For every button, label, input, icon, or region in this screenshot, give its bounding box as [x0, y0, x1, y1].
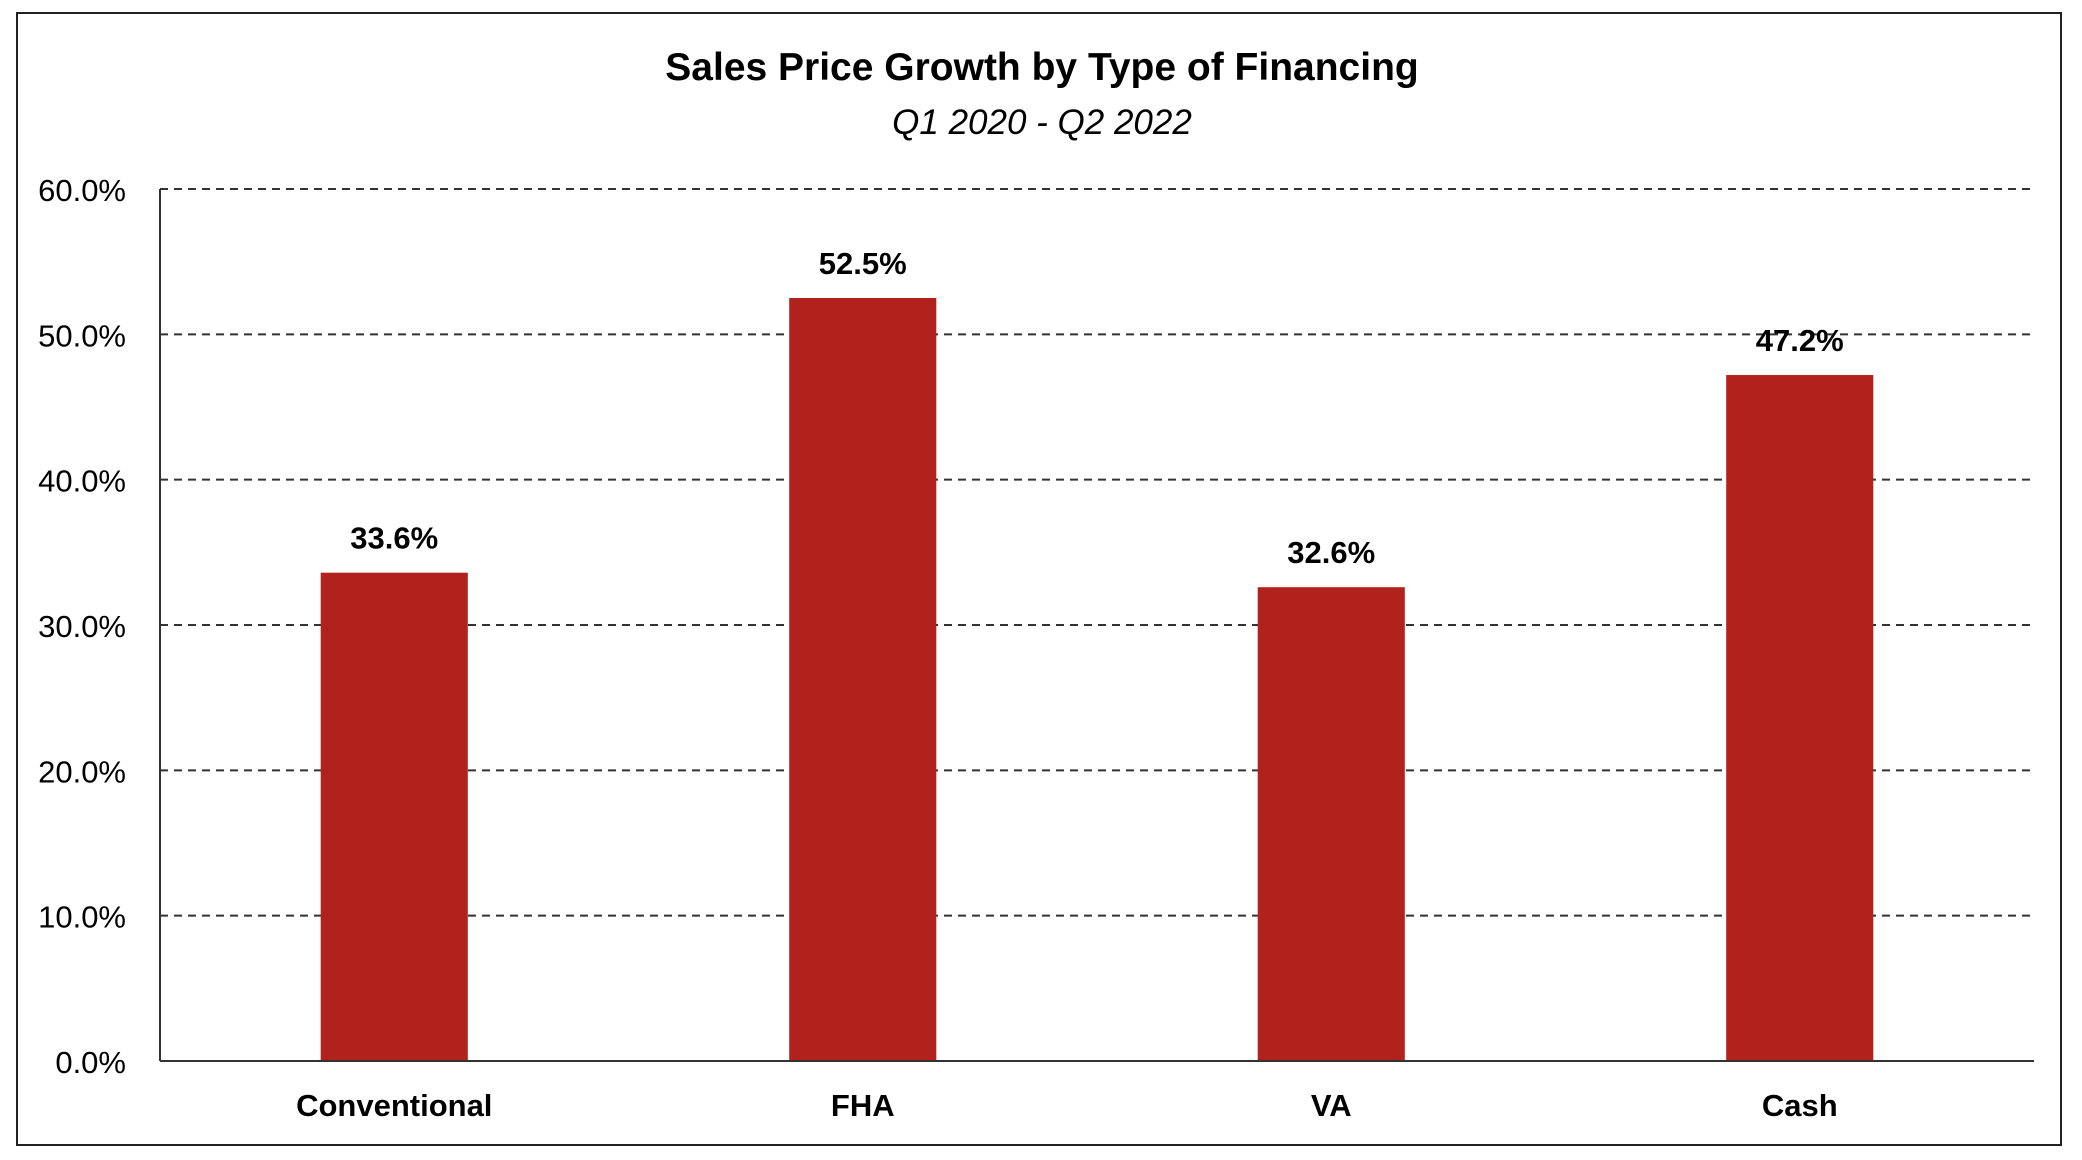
- chart-subtitle: Q1 2020 - Q2 2022: [892, 103, 1192, 142]
- y-tick-label: 50.0%: [38, 318, 126, 353]
- y-tick-label: 20.0%: [38, 754, 126, 789]
- data-label: 47.2%: [1756, 323, 1844, 358]
- bar: [320, 572, 468, 1061]
- y-tick-label: 30.0%: [38, 609, 126, 644]
- bar: [789, 298, 937, 1061]
- x-tick-label: FHA: [831, 1088, 895, 1123]
- bars-layer: [320, 298, 1874, 1061]
- x-tick-label: VA: [1311, 1088, 1352, 1123]
- data-label: 52.5%: [819, 246, 907, 281]
- x-tick-label: Cash: [1762, 1088, 1838, 1123]
- data-label: 33.6%: [350, 521, 438, 556]
- grid-layer: [160, 188, 2034, 917]
- y-tick-label: 10.0%: [38, 900, 126, 935]
- y-tick-label: 0.0%: [55, 1045, 126, 1080]
- y-tick-label: 40.0%: [38, 464, 126, 499]
- bar: [1257, 587, 1405, 1061]
- labels-layer: 0.0% 10.0% 20.0% 30.0% 40.0% 50.0% 60.0% 33.6% C…: [38, 173, 1844, 1123]
- y-tick-label: 60.0%: [38, 173, 126, 208]
- chart-title: Sales Price Growth by Type of Financing: [665, 46, 1418, 89]
- x-tick-label: Conventional: [296, 1088, 492, 1123]
- axis-layer: [159, 189, 2034, 1062]
- data-label: 32.6%: [1287, 535, 1375, 570]
- bar: [1726, 375, 1874, 1061]
